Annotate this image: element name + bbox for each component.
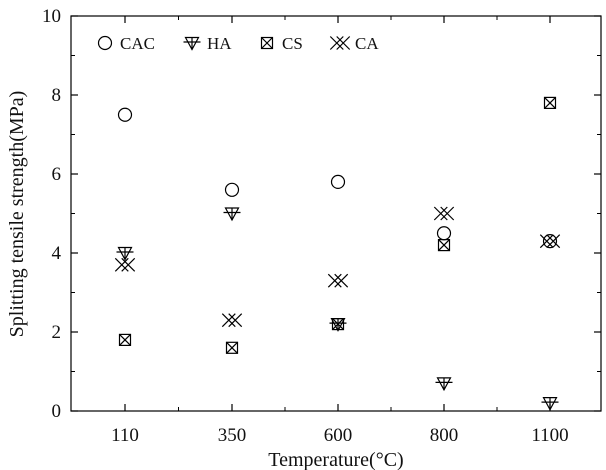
point-ha-1100	[541, 397, 559, 411]
x-tick-label: 800	[430, 425, 459, 446]
y-axis-title: Splitting tensile strength(MPa)	[6, 91, 28, 338]
y-axis: 0 2 4 6 8 10	[42, 6, 601, 422]
legend-marker-cac	[97, 35, 113, 51]
legend-marker-ha	[183, 36, 201, 51]
point-cs-800	[437, 239, 451, 252]
point-cac-350	[224, 182, 240, 197]
point-cac-600	[330, 174, 346, 189]
legend: CAC HA CS CA	[97, 34, 379, 53]
legend-label-cs: CS	[282, 34, 303, 53]
point-cs-600	[331, 318, 345, 331]
point-cac-800	[436, 226, 452, 241]
legend-label-ha: HA	[207, 34, 232, 53]
point-ca-350	[221, 313, 243, 328]
point-cs-350	[225, 341, 239, 354]
legend-label-ca: CA	[355, 34, 379, 53]
point-ca-800	[433, 206, 455, 221]
y-tick-label: 0	[52, 401, 62, 422]
data-points	[114, 96, 561, 411]
y-tick-label: 4	[52, 243, 62, 264]
point-ha-110	[116, 246, 134, 261]
legend-marker-ca	[329, 36, 351, 50]
point-cac-110	[117, 107, 133, 122]
legend-label-cac: CAC	[120, 34, 155, 53]
point-ca-110	[114, 257, 136, 272]
point-ca-1100	[539, 234, 561, 249]
x-tick-label: 600	[324, 425, 353, 446]
x-tick-label: 110	[111, 425, 139, 446]
x-tick-label: 1100	[531, 425, 568, 446]
legend-marker-cs	[260, 36, 274, 50]
x-tick-label: 350	[218, 425, 247, 446]
point-ha-350	[223, 207, 241, 222]
plot-frame	[70, 15, 602, 412]
y-tick-label: 6	[52, 164, 62, 185]
point-ha-800	[435, 377, 453, 392]
y-tick-label: 8	[52, 85, 62, 106]
point-cac-1100	[542, 234, 558, 249]
point-cs-110	[118, 333, 132, 346]
point-ca-600	[327, 273, 349, 288]
x-axis: 110 350 600 800 1100	[111, 16, 569, 446]
y-tick-label: 10	[42, 6, 61, 27]
point-cs-1100	[543, 96, 557, 110]
y-tick-label: 2	[52, 322, 62, 343]
x-axis-title: Temperature(°C)	[268, 449, 403, 470]
